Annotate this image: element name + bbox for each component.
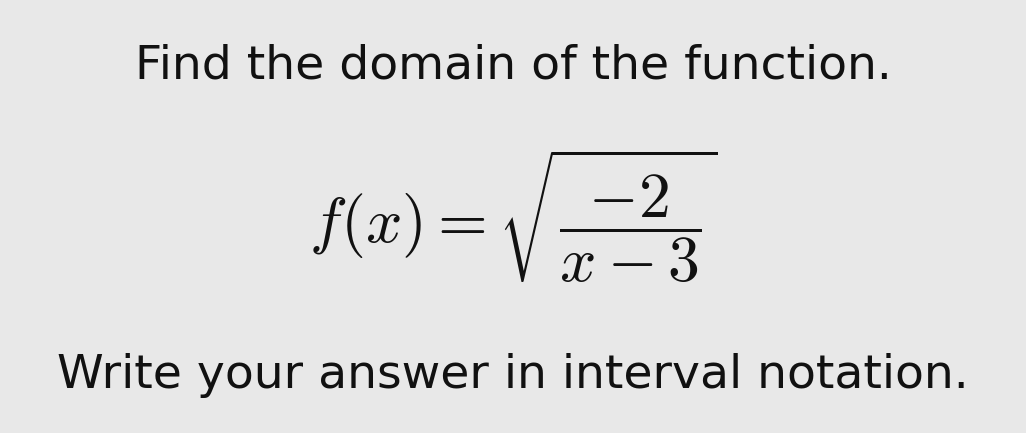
Text: Write your answer in interval notation.: Write your answer in interval notation. bbox=[57, 353, 969, 398]
Text: $f(x) = \sqrt{\dfrac{-2}{x-3}}$: $f(x) = \sqrt{\dfrac{-2}{x-3}}$ bbox=[309, 148, 717, 285]
Text: Find the domain of the function.: Find the domain of the function. bbox=[134, 43, 892, 88]
